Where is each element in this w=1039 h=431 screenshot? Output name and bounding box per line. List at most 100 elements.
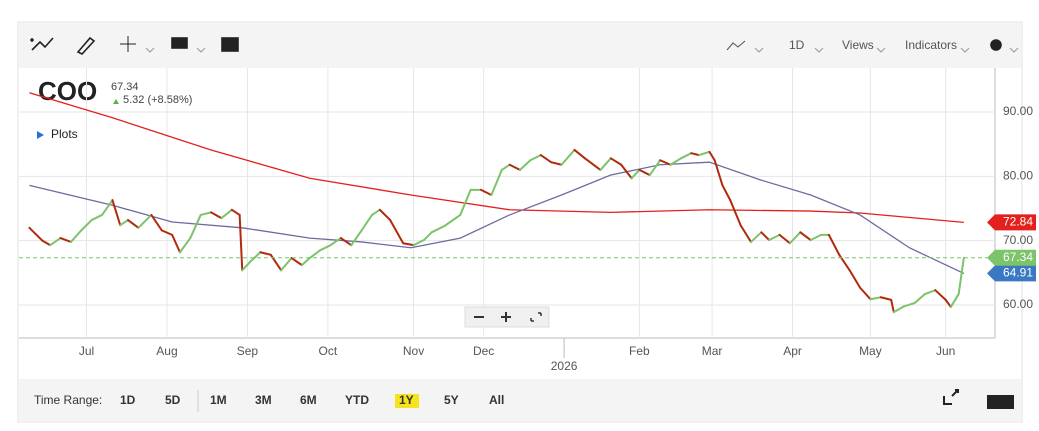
chevron[interactable] xyxy=(1009,47,1019,53)
selected-range-bg xyxy=(395,394,419,408)
price-segment xyxy=(518,159,532,171)
price-segment xyxy=(539,154,553,164)
draw-icon[interactable] xyxy=(76,36,96,55)
time-range-option[interactable]: 5Y xyxy=(444,393,459,407)
price-segment xyxy=(508,163,521,171)
zoom-reset[interactable] xyxy=(530,312,542,322)
price-segment xyxy=(402,242,415,247)
x-tick-label: Feb xyxy=(629,344,650,358)
x-tick-label: Mar xyxy=(702,344,723,358)
chevron[interactable] xyxy=(960,47,970,53)
price-segment xyxy=(630,168,641,180)
price-segment xyxy=(892,305,906,314)
price-badge xyxy=(987,214,1036,231)
price-segment xyxy=(378,208,392,222)
zoom-controls xyxy=(464,306,550,328)
price-segment xyxy=(422,231,433,242)
price-segment xyxy=(220,208,233,220)
chevron[interactable] xyxy=(145,47,155,53)
price-segment xyxy=(443,213,462,227)
price-segment xyxy=(28,226,44,242)
crosshair-icon[interactable] xyxy=(120,36,136,52)
time-range-option[interactable]: 1M xyxy=(210,393,227,407)
time-range-option[interactable]: 3M xyxy=(255,393,272,407)
price-segment xyxy=(160,229,174,236)
price-segment xyxy=(799,231,812,242)
chart-type-icon[interactable] xyxy=(726,40,746,51)
price-segment xyxy=(210,211,223,220)
price-badge xyxy=(987,249,1036,266)
time-range-option[interactable]: 1D xyxy=(120,393,136,407)
price-segment xyxy=(178,237,192,254)
y-tick-label: 90.00 xyxy=(1003,104,1033,118)
quote-price: 67.34 xyxy=(111,81,139,93)
price-segment xyxy=(869,296,882,301)
price-segment xyxy=(59,237,72,243)
zoom-in[interactable] xyxy=(501,312,511,322)
price-segment xyxy=(69,229,83,243)
price-segment xyxy=(713,159,724,187)
price-segment xyxy=(80,219,93,232)
interval-button[interactable]: 1D xyxy=(789,38,805,52)
price-segment xyxy=(848,269,862,289)
price-segment xyxy=(127,219,140,229)
trend-icon[interactable] xyxy=(31,37,54,51)
price-segment xyxy=(290,257,303,267)
price-segment xyxy=(648,159,662,177)
plots-toggle[interactable] xyxy=(37,131,44,139)
price-segment xyxy=(389,219,405,245)
moving-average-line xyxy=(29,161,965,274)
price-segment xyxy=(750,231,763,243)
fullscreen-icon[interactable] xyxy=(943,389,959,405)
table-icon[interactable] xyxy=(221,37,239,52)
keyboard-icon[interactable] xyxy=(987,395,1014,409)
ticker: COO xyxy=(38,76,97,106)
x-major-label: 2026 xyxy=(551,359,578,373)
time-range-option[interactable]: YTD xyxy=(345,393,369,407)
views-button[interactable]: Views xyxy=(842,38,874,52)
x-tick-label: Sep xyxy=(237,344,259,358)
price-segment xyxy=(729,199,742,227)
chevron[interactable] xyxy=(196,47,206,53)
price-segment xyxy=(41,239,52,247)
price-segment xyxy=(101,199,114,216)
price-segment xyxy=(459,188,472,216)
x-tick-label: Aug xyxy=(156,344,177,358)
bottom-bar xyxy=(19,379,1021,421)
comment-icon[interactable] xyxy=(171,37,188,49)
settings-icon[interactable] xyxy=(990,39,1002,51)
price-segment xyxy=(879,296,893,301)
chevron[interactable] xyxy=(876,47,886,53)
time-range-option[interactable]: 5D xyxy=(165,393,181,407)
plus-icon[interactable] xyxy=(30,38,34,42)
x-tick-label: Oct xyxy=(319,344,338,358)
price-segment xyxy=(690,152,701,157)
x-tick-label: Jul xyxy=(79,344,94,358)
time-range-option[interactable]: All xyxy=(489,393,504,407)
price-segment xyxy=(230,208,241,216)
price-segment xyxy=(721,184,732,202)
chevron[interactable] xyxy=(754,47,764,53)
price-segment xyxy=(583,157,602,171)
price-segment xyxy=(137,213,153,229)
up-arrow xyxy=(113,99,119,104)
price-segment xyxy=(280,257,293,272)
plots-label[interactable]: Plots xyxy=(51,127,78,141)
price-segment xyxy=(599,157,612,171)
chevron[interactable] xyxy=(814,47,824,53)
x-tick-label: Dec xyxy=(473,344,494,358)
time-range-option[interactable]: 1Y xyxy=(399,393,414,407)
price-segment xyxy=(760,231,771,242)
indicators-button[interactable]: Indicators xyxy=(905,38,957,52)
price-segment xyxy=(371,208,381,216)
time-range-option[interactable]: 6M xyxy=(300,393,317,407)
toolbar-icons[interactable] xyxy=(30,36,1019,55)
price-segment xyxy=(890,298,895,314)
price-segment xyxy=(90,213,104,222)
price-segment xyxy=(669,157,682,166)
price-segment xyxy=(827,233,841,256)
price-segment xyxy=(241,260,252,272)
price-segment xyxy=(788,231,802,245)
price-segment xyxy=(659,159,672,166)
price-segment xyxy=(768,233,781,242)
